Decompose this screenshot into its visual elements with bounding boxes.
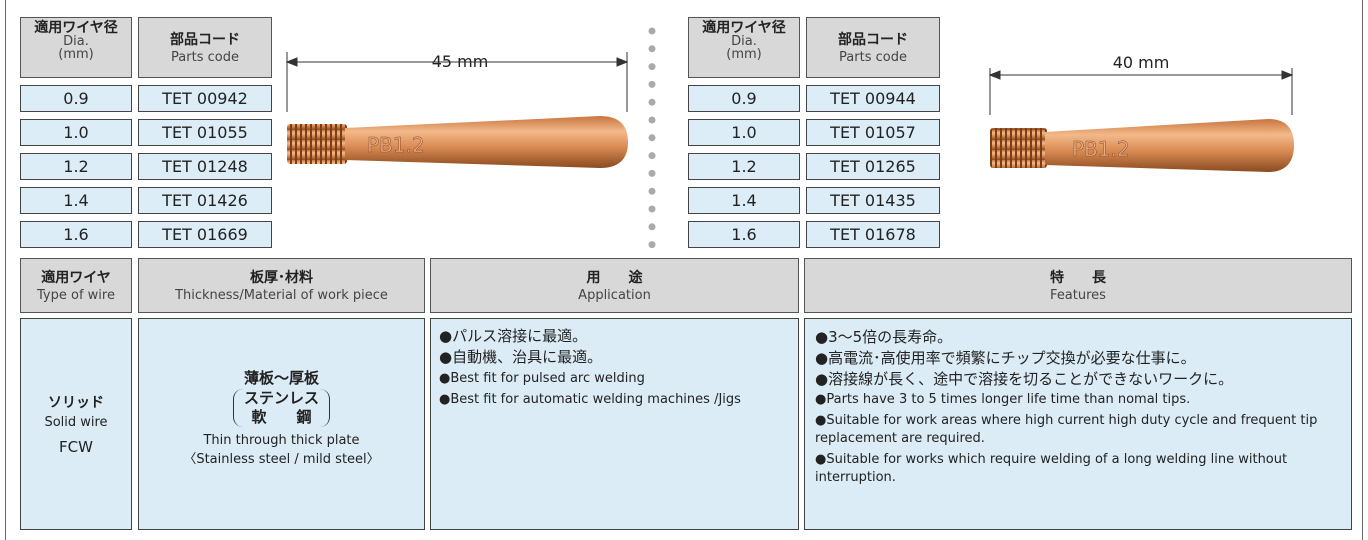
dot [648, 205, 656, 213]
thickness-en: Thin through thick plate [203, 433, 360, 448]
header-en: Thickness/Material of work piece [175, 288, 388, 303]
header-ja: 適用ワイヤ径 [34, 20, 118, 36]
dot [648, 241, 656, 249]
wire-alt: FCW [59, 438, 93, 456]
dia-cell: 0.9 [20, 85, 132, 112]
header-en: Application [578, 288, 651, 303]
frame [5, 0, 1363, 540]
dot [648, 134, 656, 142]
thickness-cell: 薄板～厚板ステンレス軟 鋼 Thin through thick plate 〈St… [138, 318, 425, 530]
thickness-ja: ステンレス [243, 389, 319, 407]
dia-cell: 1.6 [688, 221, 800, 248]
dot [648, 27, 656, 35]
code-cell: TET 01669 [138, 221, 272, 248]
header-en: Parts code [171, 50, 239, 65]
header-en: Type of wire [37, 288, 115, 303]
header-ja: 部品コード [170, 32, 240, 48]
application-item: ●Best fit for pulsed arc welding [439, 371, 645, 386]
header-cell: 適用ワイヤ Type of wire [20, 258, 132, 313]
feature-item: ●3～5倍の長寿命。 [815, 328, 953, 346]
dot [648, 169, 656, 177]
dia-cell: 0.9 [688, 85, 800, 112]
dia-cell: 1.4 [688, 187, 800, 214]
left-tip: PB1.2 [287, 116, 628, 168]
code-cell: TET 01435 [806, 187, 940, 214]
wire-en: Solid wire [44, 415, 108, 430]
code-cell: TET 00942 [138, 85, 272, 112]
dot [648, 223, 656, 231]
right-tip: PB1.2 [990, 119, 1294, 172]
dia-cell: 1.2 [20, 153, 132, 180]
dot [648, 80, 656, 88]
feature-item: ●Parts have 3 to 5 times longer life tim… [815, 392, 1191, 407]
header-cell: 適用ワイヤ径 Dia. (mm) [20, 17, 132, 78]
header-ja: 適用ワイヤ径 [702, 20, 786, 36]
dot [648, 187, 656, 195]
dia-cell: 1.2 [688, 153, 800, 180]
wire-cell: ソリッド Solid wire FCW [20, 318, 132, 530]
dot [648, 116, 656, 124]
dot [648, 98, 656, 106]
bracket-group: ステンレス軟 鋼 [232, 389, 330, 427]
application-item: ●Best fit for automatic welding machines… [439, 392, 741, 407]
code-cell: TET 00944 [806, 85, 940, 112]
header-en: Dia. [63, 34, 89, 49]
dia-cell: 1.4 [20, 187, 132, 214]
header-en: Parts code [839, 50, 907, 65]
header-ja: 用 途 [586, 270, 643, 286]
thickness-ja: 薄板～厚板 [243, 369, 319, 387]
dia-cell: 1.0 [20, 119, 132, 146]
code-cell: TET 01055 [138, 119, 272, 146]
code-cell: TET 01678 [806, 221, 940, 248]
header-cell: 適用ワイヤ径 Dia. (mm) [688, 17, 800, 78]
header-cell: 部品コード Parts code [138, 17, 272, 78]
header-en: Dia. [731, 34, 757, 49]
right-dimension [988, 68, 1294, 115]
feature-item: ●Suitable for works which require weldin… [815, 452, 1288, 485]
thickness-ja: 軟 鋼 [251, 408, 312, 426]
application-item: ●自動機、治具に最適。 [439, 348, 603, 366]
dia-cell: 1.6 [20, 221, 132, 248]
code-cell: TET 01248 [138, 153, 272, 180]
dimension-label: 40 mm [1112, 53, 1170, 72]
feature-item: ●高電流･高使用率で頻繁にチップ交換が必要な仕事に。 [815, 349, 1196, 367]
dia-cell: 1.0 [688, 119, 800, 146]
tip-marking: PB1.2 [1072, 137, 1130, 161]
drawing: PB1.2 PB1.2 [285, 27, 1294, 249]
features-cell: ●3～5倍の長寿命。 ●高電流･高使用率で頻繁にチップ交換が必要な仕事に。 ●溶接線… [804, 318, 1352, 530]
header-unit: (mm) [58, 47, 94, 62]
left-dimension [285, 52, 629, 112]
header-ja: 適用ワイヤ [41, 270, 111, 286]
dot [648, 45, 656, 53]
application-cell: ●パルス溶接に最適。 ●自動機、治具に最適。 ●Best fit for pulse… [430, 318, 799, 530]
header-en: Features [1050, 288, 1106, 303]
header-ja: 板厚･材料 [250, 270, 313, 286]
separator-dots [648, 27, 656, 249]
header-cell: 特 長 Features [804, 258, 1352, 313]
code-cell: TET 01057 [806, 119, 940, 146]
header-cell: 用 途 Application [430, 258, 799, 313]
application-item: ●パルス溶接に最適。 [439, 327, 588, 345]
code-cell: TET 01265 [806, 153, 940, 180]
wire-ja: ソリッド [48, 395, 104, 411]
tip-marking: PB1.2 [367, 133, 425, 157]
feature-item: ●Suitable for work areas where high curr… [815, 413, 1318, 446]
header-cell: 板厚･材料 Thickness/Material of work piece [138, 258, 425, 313]
dot [648, 63, 656, 71]
thickness-en: 〈Stainless steel / mild steel〉 [183, 452, 380, 467]
header-cell: 部品コード Parts code [806, 17, 940, 78]
code-cell: TET 01426 [138, 187, 272, 214]
header-unit: (mm) [726, 47, 762, 62]
header-ja: 部品コード [838, 32, 908, 48]
dot [648, 152, 656, 160]
feature-item: ●溶接線が長く、途中で溶接を切ることができないワークに。 [815, 370, 1234, 388]
header-ja: 特 長 [1050, 270, 1106, 286]
